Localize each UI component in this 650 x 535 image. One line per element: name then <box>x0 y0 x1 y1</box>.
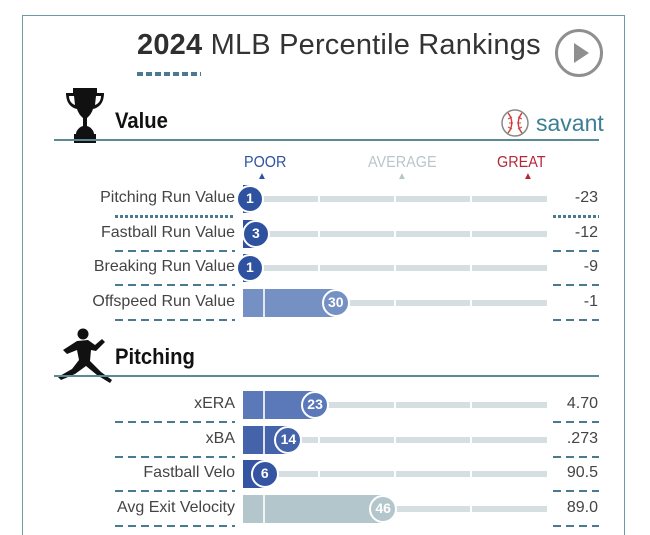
section-title-pitching: Pitching <box>115 344 195 369</box>
row-divider-left <box>115 525 235 527</box>
section-divider-pitching <box>54 375 599 377</box>
track-tick <box>394 471 396 477</box>
metric-label: Fastball Run Value <box>101 224 235 241</box>
track-tick <box>394 300 396 306</box>
track-tick <box>470 437 472 443</box>
poor-arrow-icon: ▲ <box>257 171 267 182</box>
percentile-bubble[interactable]: 30 <box>321 289 350 317</box>
metric-value: -23 <box>574 189 598 206</box>
row-divider-left <box>115 284 235 286</box>
title-year: 2024 <box>137 29 203 61</box>
trophy-icon <box>64 86 106 151</box>
percentile-bubble[interactable]: 3 <box>241 220 270 248</box>
section-divider-value <box>54 139 599 141</box>
play-button[interactable] <box>555 29 603 77</box>
bar-marker-line <box>263 391 265 419</box>
track-tick <box>470 471 472 477</box>
track-tick <box>470 265 472 271</box>
row-divider-left <box>115 250 235 252</box>
track-tick <box>394 265 396 271</box>
percentile-bubble[interactable]: 23 <box>301 391 330 419</box>
row-divider-right <box>553 421 599 423</box>
track-tick <box>318 231 320 237</box>
track-tick <box>318 265 320 271</box>
percentile-track <box>243 265 547 271</box>
row-divider-right <box>553 284 599 286</box>
percentile-track <box>243 231 547 237</box>
metric-value: -1 <box>583 293 598 310</box>
page-title: 2024 MLB Percentile Rankings <box>137 29 541 62</box>
track-tick <box>470 231 472 237</box>
metric-label: xBA <box>205 430 235 447</box>
bar-marker-line <box>263 289 265 317</box>
row-divider-left <box>115 215 235 218</box>
average-arrow-icon: ▲ <box>397 171 407 182</box>
scale-label-average: AVERAGE <box>368 154 437 171</box>
row-divider-left <box>115 421 235 423</box>
metric-label: Offspeed Run Value <box>92 293 235 310</box>
section-title-value: Value <box>115 108 168 133</box>
percentile-rankings-card <box>22 15 625 535</box>
percentile-bubble[interactable]: 1 <box>235 254 264 282</box>
metric-value: -9 <box>583 258 598 275</box>
play-circle-icon <box>574 43 589 63</box>
metric-value: -12 <box>574 224 598 241</box>
percentile-track <box>243 471 547 477</box>
metric-label: Fastball Velo <box>143 464 235 481</box>
metric-label: xERA <box>194 395 235 412</box>
percentile-track <box>243 437 547 443</box>
track-tick <box>394 196 396 202</box>
metric-label: Pitching Run Value <box>100 189 235 206</box>
percentile-bubble[interactable]: 14 <box>274 426 303 454</box>
percentile-track <box>243 196 547 202</box>
track-tick <box>470 506 472 512</box>
great-arrow-icon: ▲ <box>523 171 533 182</box>
row-divider-right <box>553 456 599 458</box>
metric-label: Avg Exit Velocity <box>117 499 235 516</box>
savant-logo[interactable]: savant <box>500 108 604 138</box>
title-text: MLB Percentile Rankings <box>210 29 541 61</box>
row-divider-left <box>115 456 235 458</box>
bar-marker-line <box>263 495 265 523</box>
metric-label: Breaking Run Value <box>93 258 235 275</box>
baseball-icon <box>501 109 529 137</box>
scale-label-great: GREAT <box>497 154 546 171</box>
row-divider-left <box>115 490 235 492</box>
row-divider-right <box>553 250 599 252</box>
row-divider-right <box>553 490 599 492</box>
percentile-bubble[interactable]: 6 <box>250 460 279 488</box>
title-underline <box>137 72 201 76</box>
row-divider-right <box>553 215 599 218</box>
percentile-bubble[interactable]: 46 <box>369 495 398 523</box>
metric-value: 90.5 <box>566 464 598 481</box>
metric-value: 4.70 <box>566 395 598 412</box>
scale-label-poor: POOR <box>244 154 287 171</box>
percentile-bubble[interactable]: 1 <box>235 185 264 213</box>
percentile-bar <box>243 289 336 317</box>
track-tick <box>394 437 396 443</box>
row-divider-right <box>553 525 599 527</box>
row-divider-right <box>553 319 599 321</box>
track-tick <box>318 471 320 477</box>
metric-value: .273 <box>566 430 598 447</box>
track-tick <box>318 196 320 202</box>
track-tick <box>470 300 472 306</box>
bar-marker-line <box>263 426 265 454</box>
savant-brand-text: savant <box>536 109 604 136</box>
track-tick <box>394 402 396 408</box>
track-tick <box>470 402 472 408</box>
row-divider-left <box>115 319 235 321</box>
track-tick <box>394 231 396 237</box>
pitcher-icon <box>55 328 115 389</box>
track-tick <box>318 437 320 443</box>
track-tick <box>470 196 472 202</box>
metric-value: 89.0 <box>566 499 598 516</box>
